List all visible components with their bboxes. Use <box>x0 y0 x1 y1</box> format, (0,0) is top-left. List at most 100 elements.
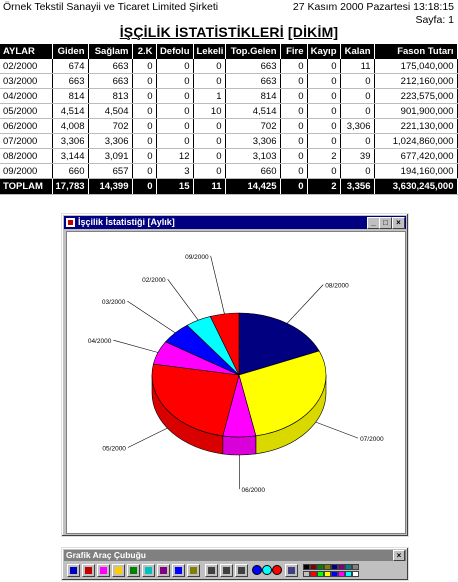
color-circle-red-icon[interactable] <box>272 565 282 575</box>
table-cell: 663 <box>88 59 133 74</box>
table-cell: 0 <box>156 73 194 89</box>
table-cell: 4,514 <box>52 103 89 119</box>
table-cell: 0 <box>280 133 308 149</box>
palette-swatch[interactable] <box>338 564 345 570</box>
toolbar-titlebar[interactable]: Grafik Araç Çubuğu × <box>64 550 406 561</box>
table-cell: 3 <box>156 163 194 179</box>
palette-swatch[interactable] <box>352 571 359 577</box>
chart-window[interactable]: İşçilik İstatistiği [Aylık] _ □ × 08/200… <box>61 213 409 537</box>
table-cell: 0 <box>340 73 375 89</box>
column-header: Sağlam <box>88 44 133 59</box>
star-chart-button[interactable] <box>172 564 185 577</box>
table-cell: 0 <box>132 118 157 134</box>
grid-lines-button[interactable] <box>205 564 218 577</box>
scatter-chart-button[interactable] <box>127 564 140 577</box>
pie-slice-05/2000 <box>151 363 240 437</box>
app-icon[interactable] <box>66 218 75 227</box>
table-cell: 0 <box>280 88 308 104</box>
chart-window-titlebar[interactable]: İşçilik İstatistiği [Aylık] _ □ × <box>64 216 406 229</box>
chart-toolbar: Grafik Araç Çubuğu × <box>61 547 409 581</box>
table-cell: 0 <box>132 73 157 89</box>
table-cell: 0 <box>340 163 375 179</box>
table-cell: 0 <box>280 178 308 195</box>
pie-chart-button[interactable] <box>97 564 110 577</box>
slice-label: 02/2000 <box>142 277 166 284</box>
horizontal-lines-button[interactable] <box>235 564 248 577</box>
palette-swatch[interactable] <box>317 564 324 570</box>
slice-label: 07/2000 <box>360 436 384 443</box>
copy-chart-button[interactable] <box>285 564 298 577</box>
palette-swatch[interactable] <box>338 571 345 577</box>
table-body: 02/2000 674 663 0 0 0 663 0 0 11 175,040,000 03/200… <box>0 59 458 195</box>
palette-swatch[interactable] <box>331 571 338 577</box>
area-chart-button[interactable] <box>142 564 155 577</box>
palette-swatch[interactable] <box>345 571 352 577</box>
report-datetime: 27 Kasım 2000 Pazartesi 13:18:15 <box>292 1 454 13</box>
pie3d-chart-button[interactable] <box>112 564 125 577</box>
table-cell: 17,783 <box>52 178 89 195</box>
vertical-lines-button[interactable] <box>220 564 233 577</box>
maximize-button[interactable]: □ <box>379 217 392 229</box>
report-title-text: İŞÇİLİK İSTATİSTİKLERİ <box>119 24 284 40</box>
table-cell: 702 <box>225 118 281 134</box>
table-cell: 660 <box>52 163 89 179</box>
palette-swatch[interactable] <box>352 564 359 570</box>
column-header: Kalan <box>340 44 375 59</box>
palette-swatch[interactable] <box>331 564 338 570</box>
palette-swatch[interactable] <box>345 564 352 570</box>
table-cell: 3,144 <box>52 148 89 164</box>
pie-chart-icon <box>100 567 107 574</box>
bar-chart-icon <box>85 567 92 574</box>
toolbar-close-button[interactable]: × <box>393 550 405 561</box>
table-cell: 0 <box>132 103 157 119</box>
palette-swatch[interactable] <box>310 571 317 577</box>
table-header: AYLAR Giden Sağlam 2.K Defolu Lekeli Top.Gelen… <box>0 44 458 59</box>
table-cell: 663 <box>225 73 281 89</box>
table-cell: 663 <box>52 73 89 89</box>
column-header: AYLAR <box>0 44 53 59</box>
chart-window-title: İşçilik İstatistiği [Aylık] <box>78 217 175 227</box>
palette-swatch[interactable] <box>303 564 310 570</box>
slice-label: 03/2000 <box>102 299 126 306</box>
slice-label: 06/2000 <box>242 487 266 494</box>
table-cell: 12 <box>156 148 194 164</box>
table-cell: 0 <box>193 73 226 89</box>
table-cell: 3,306 <box>340 118 375 134</box>
color-circle-cyan-icon[interactable] <box>262 565 272 575</box>
palette-swatch[interactable] <box>317 571 324 577</box>
table-cell: 04/2000 <box>0 88 53 104</box>
close-button[interactable]: × <box>392 217 405 229</box>
stock-chart-button[interactable] <box>157 564 170 577</box>
palette-swatch[interactable] <box>310 564 317 570</box>
table-cell: 11 <box>193 178 226 195</box>
table-cell: 0 <box>307 103 341 119</box>
table-cell: 223,575,000 <box>374 88 458 104</box>
table-cell: 0 <box>280 73 308 89</box>
palette-swatch[interactable] <box>324 564 331 570</box>
table-cell: 901,900,000 <box>374 103 458 119</box>
surface-chart-button[interactable] <box>187 564 200 577</box>
table-row: 05/2000 4,514 4,504 0 0 10 4,514 0 0 0 901,900,000 <box>0 103 458 119</box>
total-row: TOPLAM 17,783 14,399 0 15 11 14,425 0 2 3,356 3,63… <box>0 178 458 195</box>
leader-line <box>113 339 159 353</box>
color-circle-blue-icon[interactable] <box>252 565 262 575</box>
table-cell: 0 <box>307 59 341 74</box>
column-header: Fire <box>280 44 308 59</box>
table-cell: 677,420,000 <box>374 148 458 164</box>
table-cell: 3,306 <box>52 133 89 149</box>
palette-swatch[interactable] <box>303 571 310 577</box>
table-cell: 0 <box>193 163 226 179</box>
column-header: Defolu <box>156 44 194 59</box>
table-cell: 0 <box>280 163 308 179</box>
statistics-table: AYLAR Giden Sağlam 2.K Defolu Lekeli Top.Gelen… <box>0 44 458 195</box>
table-cell: 657 <box>88 163 133 179</box>
table-cell: TOPLAM <box>0 178 53 195</box>
palette-swatch[interactable] <box>324 571 331 577</box>
table-cell: 4,514 <box>225 103 281 119</box>
pie-slice-09/2000 <box>209 312 240 376</box>
table-cell: 660 <box>225 163 281 179</box>
bar-chart-button[interactable] <box>82 564 95 577</box>
line-chart-button[interactable] <box>67 564 80 577</box>
table-cell: 221,130,000 <box>374 118 458 134</box>
area-chart-icon <box>145 567 152 574</box>
